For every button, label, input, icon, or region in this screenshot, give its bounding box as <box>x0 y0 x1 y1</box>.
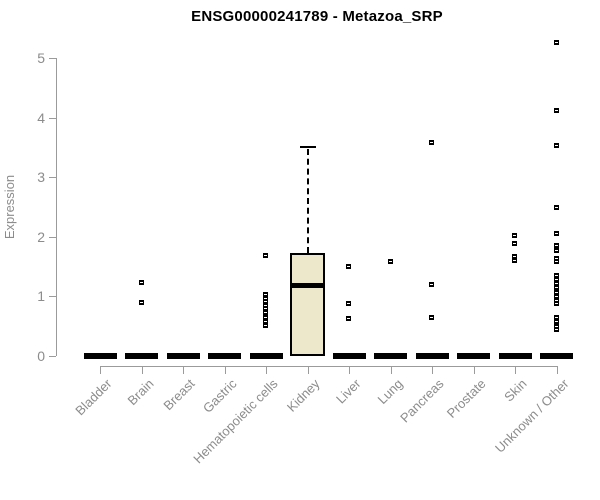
y-axis-title: Expression <box>2 174 17 240</box>
boxplot-liver-outlier-point <box>346 300 351 306</box>
boxplot-unknown-other-outlier-point <box>553 242 559 248</box>
boxplot-unknown-other-outlier-point <box>553 315 559 321</box>
y-tick-label: 4 <box>37 109 45 126</box>
boxplot-hematopoietic-cells-outlier-point <box>263 292 268 297</box>
boxplot-hematopoietic-cells-outlier-point <box>263 299 268 305</box>
y-tick <box>49 58 56 60</box>
boxplot-hematopoietic-cells-outlier-point <box>263 252 268 258</box>
boxplot-unknown-other-outlier-point <box>553 272 559 278</box>
y-axis-line <box>56 58 57 356</box>
boxplot-unknown-other-outlier-point <box>553 289 559 295</box>
boxplot-unknown-other-outlier-point <box>553 205 559 211</box>
boxplot-hematopoietic-cells-collapsed-box <box>249 352 283 359</box>
x-tick <box>266 366 267 374</box>
boxplot-kidney-upper-whisker-cap <box>299 146 316 149</box>
boxplot-kidney-median <box>292 282 323 288</box>
y-tick <box>49 296 56 298</box>
x-tick <box>556 366 558 374</box>
boxplot-unknown-other-outlier-point <box>553 293 559 299</box>
x-tick <box>473 366 475 374</box>
x-tick <box>307 366 309 374</box>
boxplot-hematopoietic-cells-outlier-point <box>263 295 268 301</box>
boxplot-skin-outlier-point <box>512 240 517 246</box>
boxplot-unknown-other-collapsed-box <box>540 352 573 359</box>
boxplot-pancreas-outlier-point <box>429 282 434 288</box>
boxplot-brain-collapsed-box <box>125 352 158 359</box>
boxplot-unknown-other-outlier-point <box>553 231 559 237</box>
boxplot-hematopoietic-cells-outlier-point <box>263 306 268 312</box>
boxplot-skin-outlier-point <box>512 233 517 239</box>
y-tick-label: 0 <box>37 347 45 364</box>
x-tick <box>224 366 226 374</box>
y-tick <box>49 117 56 119</box>
boxplot-hematopoietic-cells-outlier-point <box>263 318 268 324</box>
x-tick <box>141 366 143 374</box>
y-tick-label: 1 <box>37 288 45 305</box>
boxplot-unknown-other-outlier-point <box>553 255 559 261</box>
x-tick <box>100 366 101 374</box>
boxplot-unknown-other-outlier-point <box>553 285 559 291</box>
boxplot-skin-outlier-point <box>512 253 517 259</box>
x-tick <box>390 366 392 374</box>
boxplot-bladder-collapsed-box <box>83 352 117 359</box>
y-tick-label: 3 <box>37 169 45 186</box>
boxplot-skin-collapsed-box <box>498 352 532 359</box>
boxplot-lung-collapsed-box <box>374 352 407 359</box>
boxplot-kidney-box <box>290 253 325 356</box>
y-tick <box>49 177 56 179</box>
x-tick <box>349 366 350 374</box>
boxplot-unknown-other-outlier-point <box>553 297 559 303</box>
x-tick <box>515 366 516 374</box>
boxplot-breast-collapsed-box <box>166 352 200 359</box>
boxplot-unknown-other-outlier-point <box>553 247 559 253</box>
x-tick <box>183 366 184 374</box>
boxplot-brain-outlier-point <box>138 300 144 306</box>
boxplot-unknown-other-outlier-point <box>553 258 559 264</box>
boxplot-pancreas-outlier-point <box>429 315 434 321</box>
boxplot-kidney-upper-whisker <box>306 149 309 254</box>
boxplot-liver-outlier-point <box>346 315 351 321</box>
boxplot-unknown-other-outlier-point <box>553 300 559 306</box>
chart-title: ENSG00000241789 - Metazoa_SRP <box>191 8 443 25</box>
y-tick <box>49 355 56 357</box>
boxplot-hematopoietic-cells-outlier-point <box>263 314 268 320</box>
boxplot-pancreas-outlier-point <box>429 139 434 145</box>
boxplot-unknown-other-outlier-point <box>553 39 559 45</box>
boxplot-skin-outlier-point <box>512 258 517 264</box>
boxplot-unknown-other-outlier-point <box>553 281 559 287</box>
boxplot-hematopoietic-cells-outlier-point <box>263 302 268 308</box>
boxplot-lung-outlier-point <box>387 259 393 265</box>
boxplot-unknown-other-outlier-point <box>553 323 559 329</box>
boxplot-unknown-other-outlier-point <box>553 319 559 325</box>
boxplot-pancreas-collapsed-box <box>415 352 449 359</box>
boxplot-gastric-collapsed-box <box>208 352 241 359</box>
boxplot-unknown-other-outlier-point <box>553 108 559 114</box>
boxplot-liver-collapsed-box <box>332 352 366 359</box>
boxplot-liver-outlier-point <box>346 264 351 270</box>
y-tick-label: 2 <box>37 228 45 245</box>
boxplot-unknown-other-outlier-point <box>553 326 559 332</box>
boxplot-unknown-other-outlier-point <box>553 143 559 149</box>
boxplot-hematopoietic-cells-outlier-point <box>263 322 268 328</box>
boxplot-hematopoietic-cells-outlier-point <box>263 310 268 316</box>
boxplot-prostate-collapsed-box <box>457 352 490 359</box>
y-tick-label: 5 <box>37 50 45 67</box>
x-axis-line <box>100 366 558 367</box>
y-tick <box>49 236 56 238</box>
x-tick <box>432 366 433 374</box>
boxplot-brain-outlier-point <box>138 280 144 286</box>
boxplot-unknown-other-outlier-point <box>553 277 559 283</box>
